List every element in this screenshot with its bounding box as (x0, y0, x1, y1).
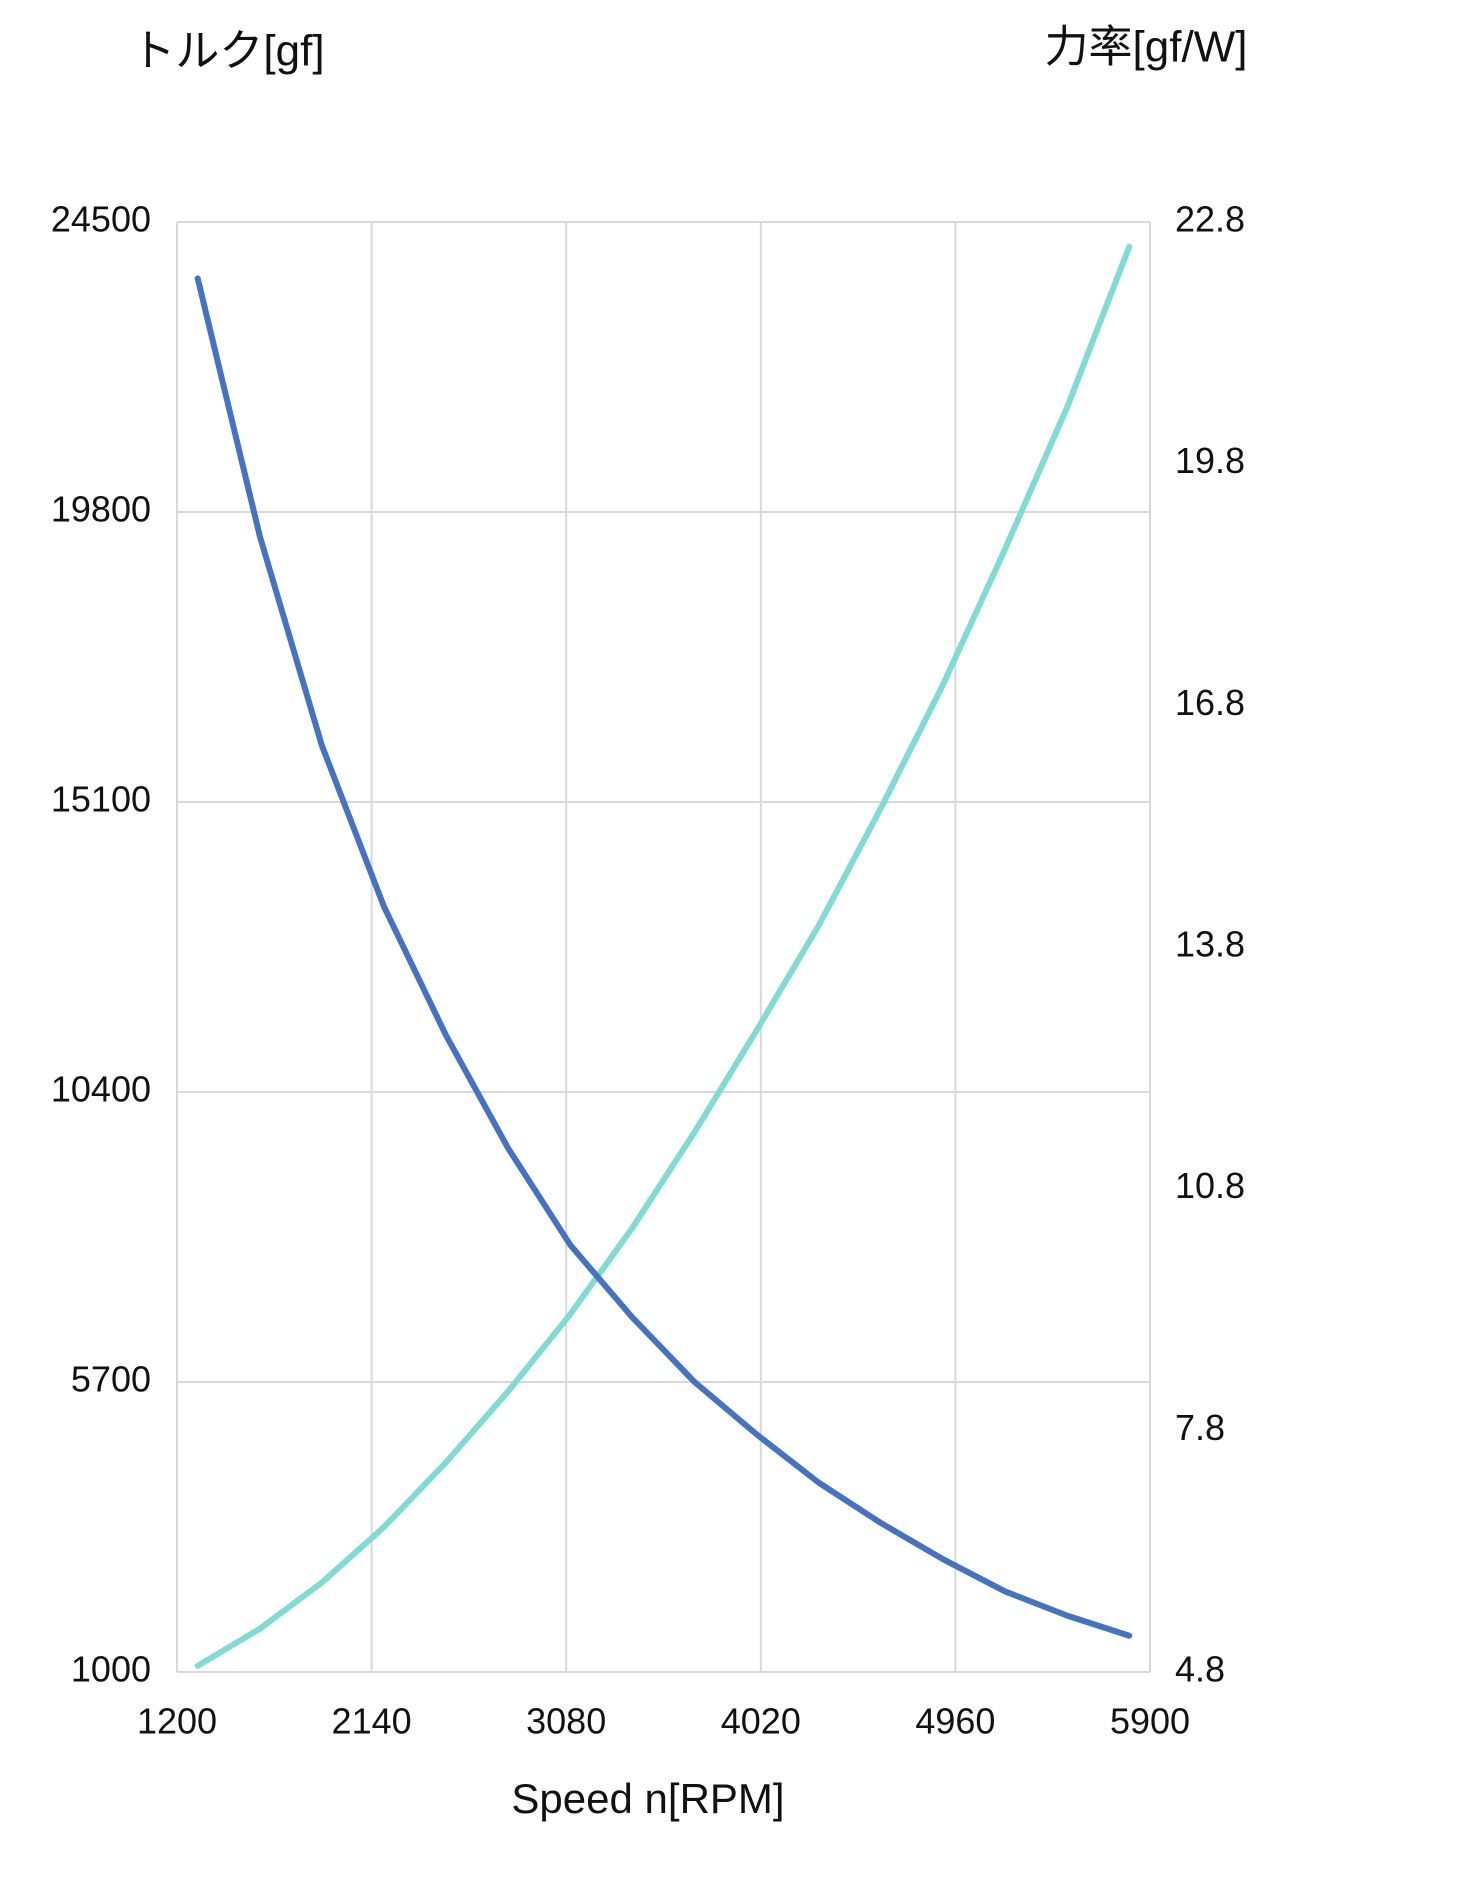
left-axis-title: トルク[gf] (131, 27, 324, 76)
line-series (194, 275, 1133, 1639)
x-axis-title: Speed n[RPM] (511, 1775, 784, 1822)
x-tick-label: 1200 (137, 1701, 217, 1742)
y-tick-label: 1000 (71, 1649, 151, 1690)
y-tick-label: 5700 (71, 1359, 151, 1400)
y-tick-label: 10400 (51, 1069, 151, 1110)
x-tick-label: 2140 (332, 1701, 412, 1742)
line-series (194, 243, 1133, 1669)
y2-tick-label: 22.8 (1175, 199, 1245, 240)
y2-tick-label: 16.8 (1175, 682, 1245, 723)
y-tick-label: 19800 (51, 489, 151, 530)
x-tick-label: 4960 (915, 1701, 995, 1742)
y2-tick-label: 19.8 (1175, 440, 1245, 481)
x-tick-label: 3080 (526, 1701, 606, 1742)
y-tick-label: 24500 (51, 199, 151, 240)
x-tick-label: 4020 (721, 1701, 801, 1742)
y2-tick-label: 10.8 (1175, 1165, 1245, 1206)
y2-tick-label: 7.8 (1175, 1407, 1225, 1448)
right-axis-title: 力率[gf/W] (1045, 23, 1248, 72)
y2-tick-label: 4.8 (1175, 1649, 1225, 1690)
y2-tick-label: 13.8 (1175, 924, 1245, 965)
x-tick-label: 5900 (1110, 1701, 1190, 1742)
y-tick-label: 15100 (51, 779, 151, 820)
